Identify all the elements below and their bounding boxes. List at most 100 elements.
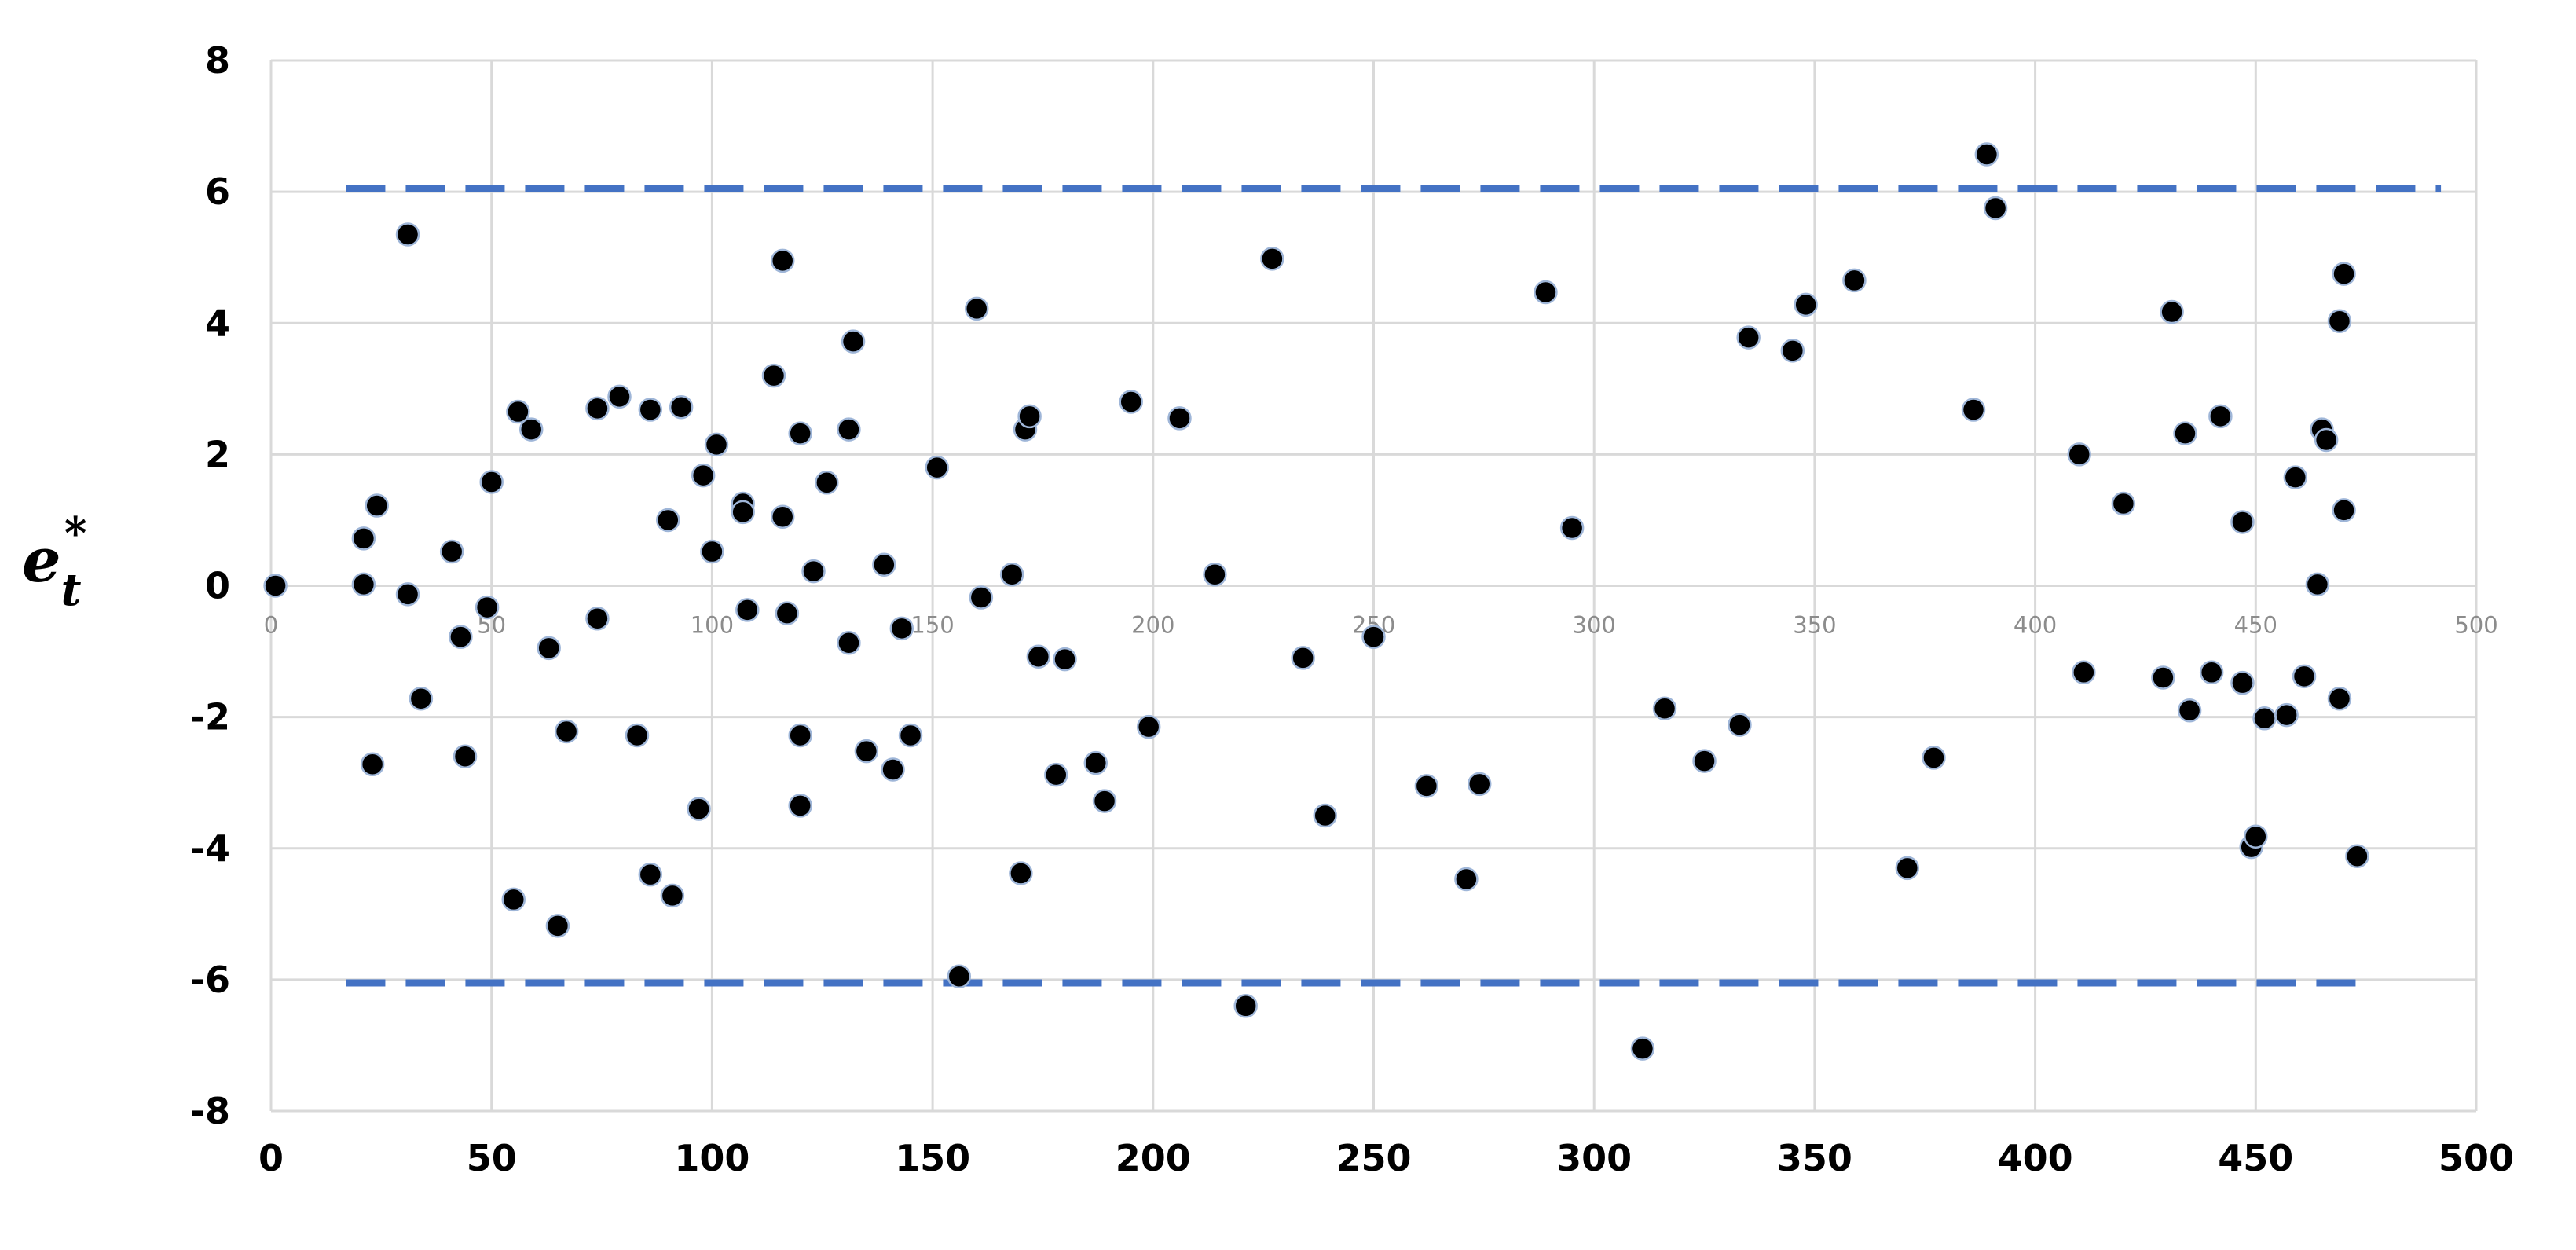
data-point: [2345, 844, 2369, 869]
x-tick-labels-bottom: 0 50 100 150 200 250 300 350 400 450 500: [258, 1137, 2514, 1179]
data-point: [1454, 867, 1479, 892]
x-tick-label-zero-line: 200: [1131, 612, 1174, 639]
data-point: [1167, 406, 1192, 431]
x-tick-label: 400: [1998, 1137, 2073, 1179]
data-point: [2111, 491, 2136, 516]
grid-lines: [269, 59, 2478, 1113]
data-point: [1630, 1036, 1655, 1061]
data-point: [1017, 404, 1042, 429]
data-point: [1291, 646, 1315, 670]
data-point: [1692, 749, 1717, 773]
data-point: [1092, 789, 1117, 813]
data-point: [351, 526, 376, 551]
y-axis-label-superscript: *: [64, 508, 87, 559]
threshold-lines: [346, 185, 2442, 987]
data-point: [1895, 856, 1920, 881]
x-tick-label-zero-line: 0: [264, 612, 278, 639]
data-point: [475, 595, 500, 620]
data-point: [1119, 390, 1143, 414]
data-point: [449, 625, 473, 649]
y-tick-label: 8: [205, 39, 230, 82]
data-point: [2305, 572, 2330, 597]
data-point: [837, 417, 861, 442]
data-point: [2332, 498, 2356, 522]
data-point: [2327, 309, 2352, 333]
x-tick-label: 450: [2218, 1137, 2293, 1179]
data-point: [501, 887, 526, 912]
data-point: [775, 601, 800, 625]
data-point: [1534, 280, 1558, 305]
data-point: [687, 797, 711, 821]
data-point: [638, 398, 663, 422]
data-point: [1136, 714, 1161, 739]
data-point: [365, 493, 389, 518]
data-point: [409, 686, 434, 711]
data-point: [1983, 196, 2008, 221]
data-point: [898, 723, 923, 748]
data-point: [2252, 706, 2277, 731]
data-point: [2230, 670, 2255, 695]
data-point: [263, 574, 288, 598]
data-point: [518, 417, 544, 442]
data-point: [537, 636, 561, 661]
data-point: [854, 739, 879, 764]
data-point: [872, 552, 896, 577]
data-point: [1652, 696, 1677, 721]
data-point: [2327, 686, 2352, 711]
data-point: [395, 222, 420, 247]
data-point: [1313, 803, 1337, 828]
x-tick-label: 0: [258, 1137, 284, 1179]
data-point: [1026, 644, 1051, 669]
y-tick-labels: -8 -6 -4 -2 0 2 4 6 8: [190, 39, 230, 1132]
data-point: [2292, 664, 2317, 689]
y-axis-label-base: e: [22, 525, 61, 596]
data-point: [770, 248, 795, 273]
x-tick-label-zero-line: 450: [2234, 612, 2277, 639]
y-axis-label: et*: [22, 508, 87, 616]
y-tick-label: -2: [190, 696, 230, 739]
x-tick-label-zero-line: 300: [1573, 612, 1616, 639]
y-tick-label: 6: [205, 170, 230, 213]
data-point: [2067, 442, 2091, 467]
data-point: [815, 471, 839, 495]
data-point: [2208, 404, 2233, 429]
data-point: [801, 559, 826, 584]
data-point: [841, 329, 866, 354]
data-point: [554, 719, 579, 744]
data-point: [2199, 660, 2224, 685]
data-point: [2314, 427, 2339, 453]
y-tick-label: 2: [205, 433, 230, 475]
data-point: [1780, 339, 1805, 363]
data-point: [788, 421, 812, 445]
x-tick-label: 500: [2439, 1137, 2514, 1179]
x-tick-label: 150: [895, 1137, 970, 1179]
data-point: [607, 384, 632, 409]
data-point: [660, 883, 685, 908]
data-point: [453, 744, 478, 769]
x-tick-label-zero-line: 150: [911, 612, 954, 639]
data-point: [1203, 563, 1227, 587]
y-tick-label: -8: [190, 1090, 230, 1132]
data-point: [439, 539, 464, 564]
data-point: [360, 752, 385, 777]
data-point: [969, 585, 994, 610]
data-point: [2332, 262, 2356, 286]
y-tick-label: 4: [205, 302, 230, 344]
data-point: [669, 394, 694, 420]
y-axis-label-subscript: t: [61, 564, 82, 616]
data-point: [2283, 465, 2308, 489]
data-point: [964, 296, 989, 321]
data-point: [770, 504, 795, 530]
data-point: [2177, 698, 2202, 723]
data-point: [731, 500, 755, 525]
data-point: [881, 757, 905, 782]
data-point: [788, 794, 812, 818]
data-point: [2244, 824, 2268, 849]
data-point: [691, 463, 716, 488]
data-point: [889, 616, 914, 641]
data-point: [351, 572, 376, 597]
data-points: [263, 142, 2369, 1061]
x-tick-label-zero-line: 400: [2014, 612, 2057, 639]
data-point: [1961, 398, 1986, 422]
